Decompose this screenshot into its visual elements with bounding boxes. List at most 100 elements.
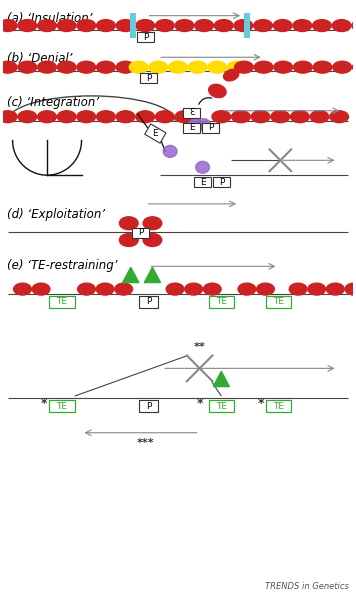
Text: *: *: [41, 397, 47, 410]
Ellipse shape: [234, 20, 253, 32]
Ellipse shape: [18, 111, 37, 123]
Text: P: P: [146, 401, 151, 410]
FancyBboxPatch shape: [132, 228, 149, 238]
FancyBboxPatch shape: [266, 400, 291, 412]
Ellipse shape: [313, 20, 331, 32]
Ellipse shape: [345, 283, 356, 295]
Ellipse shape: [32, 283, 50, 295]
Ellipse shape: [129, 61, 148, 73]
Ellipse shape: [290, 111, 309, 123]
Text: TE: TE: [216, 401, 227, 410]
Ellipse shape: [175, 20, 194, 32]
Ellipse shape: [0, 20, 17, 32]
Ellipse shape: [352, 20, 356, 32]
Ellipse shape: [227, 61, 246, 73]
Ellipse shape: [257, 283, 274, 295]
Ellipse shape: [254, 61, 273, 73]
Polygon shape: [213, 371, 229, 386]
FancyBboxPatch shape: [183, 123, 200, 132]
FancyBboxPatch shape: [194, 177, 211, 187]
Text: ***: ***: [137, 438, 155, 447]
Ellipse shape: [57, 111, 76, 123]
Text: *: *: [257, 397, 264, 410]
Ellipse shape: [326, 283, 344, 295]
FancyBboxPatch shape: [209, 296, 234, 308]
Text: (d) ‘Exploitation’: (d) ‘Exploitation’: [7, 208, 105, 221]
Ellipse shape: [156, 111, 174, 123]
Text: E: E: [200, 177, 205, 187]
Ellipse shape: [57, 61, 76, 73]
Ellipse shape: [189, 119, 203, 131]
Ellipse shape: [232, 111, 250, 123]
Ellipse shape: [77, 61, 96, 73]
Ellipse shape: [116, 61, 135, 73]
FancyBboxPatch shape: [138, 296, 158, 308]
Ellipse shape: [271, 111, 289, 123]
Text: (c) ‘Integration’: (c) ‘Integration’: [7, 96, 99, 109]
Ellipse shape: [208, 61, 226, 73]
Ellipse shape: [119, 217, 138, 229]
Ellipse shape: [185, 283, 203, 295]
Text: (b) ‘Denial’: (b) ‘Denial’: [7, 52, 72, 65]
Ellipse shape: [77, 111, 96, 123]
Ellipse shape: [96, 111, 115, 123]
Ellipse shape: [188, 61, 207, 73]
Ellipse shape: [289, 283, 307, 295]
FancyBboxPatch shape: [145, 124, 166, 143]
Ellipse shape: [96, 61, 115, 73]
Ellipse shape: [166, 283, 184, 295]
Polygon shape: [122, 267, 139, 283]
Ellipse shape: [197, 119, 210, 131]
Ellipse shape: [293, 20, 312, 32]
Ellipse shape: [332, 20, 351, 32]
Ellipse shape: [274, 61, 293, 73]
Ellipse shape: [352, 61, 356, 73]
Ellipse shape: [78, 283, 95, 295]
Polygon shape: [144, 267, 161, 283]
Ellipse shape: [238, 283, 256, 295]
Text: **: **: [194, 341, 205, 352]
Ellipse shape: [196, 161, 209, 173]
FancyBboxPatch shape: [49, 400, 75, 412]
Ellipse shape: [77, 20, 96, 32]
Text: P: P: [219, 177, 224, 187]
Ellipse shape: [0, 61, 17, 73]
Ellipse shape: [149, 61, 168, 73]
Text: TE: TE: [56, 298, 67, 307]
Ellipse shape: [0, 111, 17, 123]
FancyBboxPatch shape: [202, 123, 219, 132]
Text: (a) ‘Insulation’: (a) ‘Insulation’: [7, 12, 92, 25]
FancyBboxPatch shape: [140, 73, 157, 83]
Text: P: P: [146, 298, 151, 307]
Ellipse shape: [14, 283, 31, 295]
Text: P: P: [146, 74, 151, 83]
Ellipse shape: [254, 20, 272, 32]
Ellipse shape: [96, 20, 115, 32]
Ellipse shape: [273, 20, 292, 32]
Ellipse shape: [57, 20, 76, 32]
Ellipse shape: [209, 84, 226, 98]
FancyBboxPatch shape: [138, 400, 158, 412]
Ellipse shape: [333, 61, 351, 73]
Ellipse shape: [136, 111, 155, 123]
Ellipse shape: [38, 61, 56, 73]
Ellipse shape: [163, 146, 177, 158]
Ellipse shape: [293, 61, 312, 73]
Ellipse shape: [143, 234, 162, 246]
Text: Ɛ: Ɛ: [189, 108, 194, 117]
FancyBboxPatch shape: [49, 296, 75, 308]
Ellipse shape: [116, 111, 135, 123]
Bar: [244, 13, 250, 38]
Bar: [130, 13, 136, 38]
Ellipse shape: [310, 111, 329, 123]
Text: P: P: [138, 228, 143, 237]
Text: P: P: [208, 123, 213, 132]
Text: TE: TE: [216, 298, 227, 307]
Ellipse shape: [18, 61, 37, 73]
FancyBboxPatch shape: [266, 296, 291, 308]
Ellipse shape: [214, 20, 233, 32]
Text: *: *: [197, 397, 203, 410]
Text: (e) ‘TE-restraining’: (e) ‘TE-restraining’: [7, 259, 117, 273]
Text: TE: TE: [56, 401, 67, 410]
Ellipse shape: [156, 20, 174, 32]
